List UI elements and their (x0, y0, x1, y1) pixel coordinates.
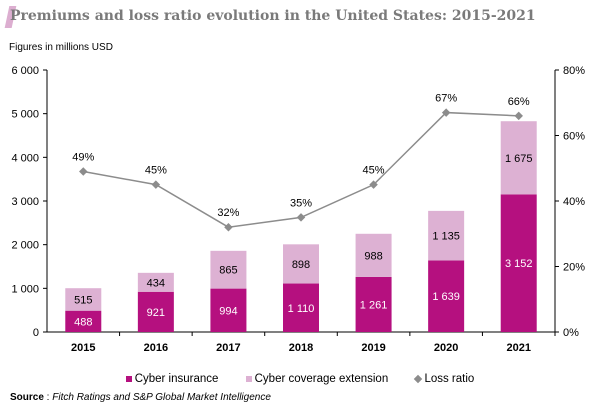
loss-ratio-label: 32% (217, 207, 239, 219)
bar-label-extension: 515 (74, 294, 92, 306)
bar-label-cyber: 1 639 (432, 291, 460, 303)
bar-label-extension: 434 (147, 277, 165, 289)
y-left-tick-label: 0 (33, 327, 39, 339)
bar-label-cyber: 3 152 (505, 258, 533, 270)
bar-cyber-insurance (65, 310, 102, 332)
legend-marker-loss (414, 374, 423, 384)
loss-ratio-label: 45% (363, 165, 385, 177)
bar-label-extension: 865 (219, 265, 237, 277)
bar-coverage-extension (283, 244, 319, 284)
bar-coverage-extension (500, 121, 537, 195)
loss-ratio-label: 35% (290, 197, 312, 209)
bar-coverage-extension (65, 288, 102, 311)
loss-ratio-label: 45% (145, 165, 167, 177)
bar-coverage-extension (428, 210, 465, 261)
bar-cyber-insurance (355, 276, 392, 332)
legend-cyber: Cyber insurance (125, 373, 219, 385)
bar-label-cyber: 921 (147, 307, 165, 319)
y-left-tick-label: 3 000 (11, 196, 39, 208)
y-right-tick-label: 80% (563, 65, 585, 77)
x-tick-label: 2020 (434, 342, 458, 354)
loss-ratio-label: 66% (508, 96, 530, 108)
x-tick-label: 2017 (216, 342, 240, 354)
bar-cyber-insurance (500, 194, 537, 332)
bar-label-extension: 1 675 (505, 153, 533, 165)
y-right-tick-label: 0% (563, 327, 579, 339)
y-left-tick-label: 1 000 (11, 283, 39, 295)
bar-coverage-extension (210, 250, 247, 289)
legend: Cyber insurance Cyber coverage extension… (0, 373, 600, 385)
loss-ratio-marker (151, 180, 161, 189)
bar-cyber-insurance (210, 288, 247, 332)
x-tick-label: 2016 (144, 342, 168, 354)
y-left-tick-label: 6 000 (11, 65, 39, 77)
source-text: Fitch Ratings and S&P Global Market Inte… (52, 392, 271, 403)
bar-coverage-extension (137, 272, 174, 292)
bar-label-cyber: 994 (219, 305, 237, 317)
bar-cyber-insurance (283, 283, 319, 332)
y-right-tick-label: 40% (563, 196, 585, 208)
bar-coverage-extension (355, 233, 392, 277)
unit-note: Figures in millions USD (9, 42, 113, 53)
legend-label: Loss ratio (424, 373, 475, 385)
loss-ratio-marker (79, 167, 88, 176)
legend-swatch-cyber (125, 375, 132, 382)
bar-label-extension: 1 135 (432, 231, 460, 243)
x-tick-label: 2018 (289, 342, 313, 354)
loss-ratio-marker (224, 222, 233, 232)
chart-title: Premiums and loss ratio evolution in the… (10, 8, 536, 24)
bar-cyber-insurance (428, 260, 465, 332)
legend-swatch-extension (245, 375, 252, 382)
y-left-tick-label: 5 000 (11, 109, 39, 121)
bar-cyber-insurance (137, 291, 174, 332)
x-tick-label: 2015 (71, 342, 95, 354)
bar-label-extension: 898 (292, 259, 310, 271)
legend-extension: Cyber coverage extension (245, 373, 389, 385)
loss-ratio-marker (514, 111, 523, 121)
loss-ratio-label: 49% (72, 152, 94, 164)
y-left-tick-label: 2 000 (11, 240, 39, 252)
bar-label-extension: 988 (364, 250, 382, 262)
source-note: Source : Fitch Ratings and S&P Global Ma… (10, 392, 271, 403)
loss-ratio-label: 67% (435, 93, 457, 105)
bar-label-cyber: 488 (74, 316, 92, 328)
legend-loss: Loss ratio (414, 373, 475, 385)
loss-ratio-marker (369, 180, 378, 189)
legend-label: Cyber insurance (134, 373, 219, 385)
loss-ratio-marker (441, 108, 451, 117)
loss-ratio-marker (296, 213, 306, 222)
y-right-tick-label: 60% (563, 131, 585, 143)
bar-label-cyber: 1 261 (360, 299, 388, 311)
x-tick-label: 2019 (361, 342, 385, 354)
y-left-tick-label: 4 000 (11, 152, 39, 164)
legend-label: Cyber coverage extension (254, 373, 389, 385)
source-label: Source (10, 392, 44, 403)
bar-label-cyber: 1 110 (288, 303, 315, 315)
x-tick-label: 2021 (506, 342, 530, 354)
y-right-tick-label: 20% (563, 262, 585, 274)
